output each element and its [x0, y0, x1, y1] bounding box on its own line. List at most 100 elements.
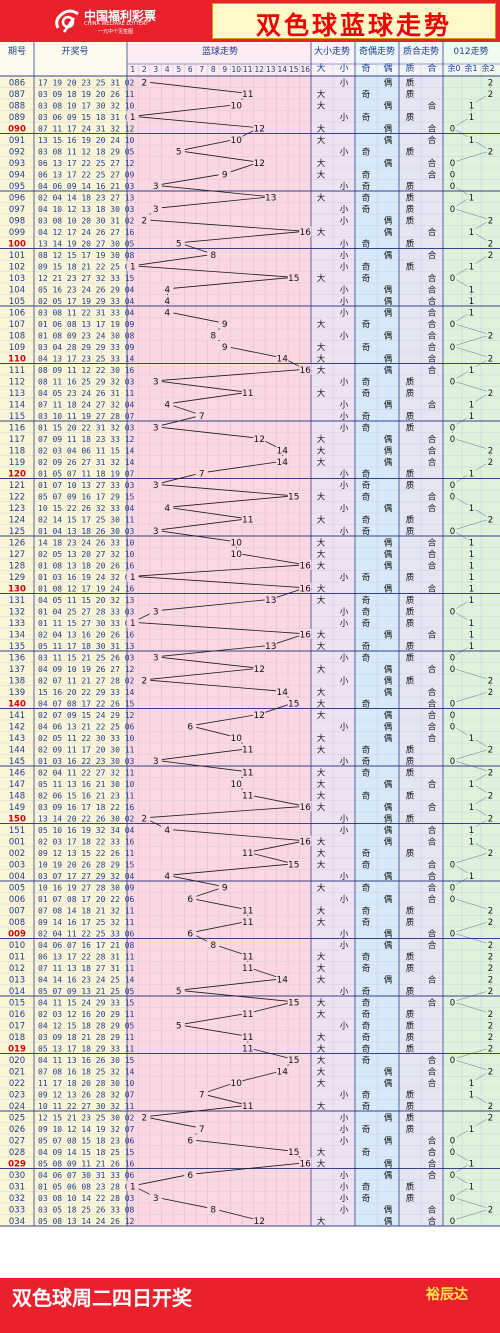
- mod3-cell: 1: [469, 1159, 474, 1169]
- oddeven-cell: 奇: [362, 1124, 371, 1135]
- logo-slogan: 一元中个见签图: [98, 29, 134, 35]
- bigsmall-cell: 大: [317, 1101, 326, 1112]
- blue-ball-marker: 12: [254, 124, 265, 134]
- col-header-draw: 开奖号: [61, 45, 88, 57]
- oddeven-cell: 偶: [384, 813, 393, 824]
- mod3-marker-bg: [486, 1100, 495, 1111]
- primecomp-cell: 质: [406, 388, 415, 399]
- table-row: 011 06 13 17 22 28 31 11 11 大 奇 质 2: [9, 950, 495, 962]
- primecomp-cell: 质: [406, 848, 415, 859]
- bigsmall-cell: 小: [340, 1124, 349, 1135]
- mod3-cell: 2: [488, 251, 493, 261]
- mod3-marker-bg: [448, 1215, 457, 1226]
- oddeven-cell: 偶: [384, 445, 393, 456]
- period-cell: 126: [9, 538, 25, 548]
- blue-ball-marker-bg: [264, 640, 277, 651]
- mod3-cell: 0: [450, 1136, 455, 1146]
- blue-ball-marker-bg: [253, 122, 266, 133]
- logo-chinese-text: 中国福利彩票: [84, 9, 157, 23]
- primecomp-cell: 合: [428, 445, 437, 456]
- period-cell: 134: [9, 630, 25, 640]
- draw-numbers-cell: 04 10 12 13 18 30 03: [38, 205, 135, 214]
- primecomp-cell: 合: [428, 169, 437, 180]
- oddeven-cell: 偶: [384, 802, 393, 813]
- mod3-cell: 1: [469, 734, 474, 744]
- draw-numbers-cell: 03 09 16 17 18 22 16: [38, 803, 135, 812]
- bigsmall-cell: 大: [317, 491, 326, 502]
- primecomp-cell: 质: [406, 572, 415, 583]
- blue-ball-marker-bg: [253, 663, 266, 674]
- blue-ball-marker: 3: [153, 1194, 159, 1204]
- period-cell: 130: [8, 584, 26, 594]
- primecomp-cell: 合: [428, 1055, 437, 1066]
- col-header-period: 期号: [8, 46, 26, 57]
- oddeven-cell: 偶: [384, 1066, 393, 1077]
- period-cell: 132: [9, 607, 25, 617]
- oddeven-cell: 奇: [362, 261, 371, 272]
- period-cell: 140: [8, 699, 26, 709]
- bigsmall-cell: 大: [317, 687, 326, 698]
- bigsmall-cell: 大: [317, 353, 326, 364]
- bigsmall-cell: 小: [340, 146, 349, 157]
- table-row: 135 05 11 17 18 30 31 13 13 大 奇 质 1: [9, 640, 476, 652]
- blue-ball-marker: 8: [210, 941, 216, 951]
- blue-ball-marker-bg: [207, 249, 220, 260]
- table-row: 136 03 11 15 21 25 26 03 3 小 奇 质 0: [9, 651, 457, 663]
- bigsmall-cell: 小: [340, 1112, 349, 1123]
- draw-numbers-cell: 06 13 17 22 25 27 09: [38, 170, 135, 179]
- primecomp-cell: 合: [428, 100, 437, 111]
- blue-ball-marker-bg: [276, 456, 289, 467]
- mod3-marker-bg: [467, 870, 476, 881]
- oddeven-cell: 偶: [384, 123, 393, 134]
- blue-ball-marker-bg: [230, 778, 243, 789]
- bigsmall-cell: 小: [340, 411, 349, 422]
- period-cell: 138: [9, 676, 25, 686]
- primecomp-cell: 质: [406, 261, 415, 272]
- blue-ball-marker-bg: [287, 858, 300, 869]
- period-cell: 146: [9, 768, 25, 778]
- bigsmall-cell: 大: [317, 273, 326, 284]
- blue-ball-marker: 4: [164, 285, 170, 295]
- blue-ball-marker: 3: [153, 527, 159, 537]
- table-row: 133 01 11 15 27 30 33 011 小奇质 1: [9, 617, 476, 629]
- blue-ball-marker: 2: [141, 216, 147, 226]
- table-row: 023 09 12 13 26 28 32 07 7 小 奇 质 1: [9, 1088, 476, 1100]
- blue-ball-marker: 2: [141, 814, 147, 824]
- bigsmall-cell: 小: [340, 284, 349, 295]
- blue-ball-marker-bg: [264, 191, 277, 202]
- primecomp-cell: 质: [406, 181, 415, 192]
- oddeven-cell: 偶: [384, 733, 393, 744]
- bigsmall-cell: 大: [317, 549, 326, 560]
- primecomp-cell: 质: [406, 1124, 415, 1135]
- blue-ball-marker: 12: [254, 711, 265, 721]
- blue-ball-marker: 12: [254, 1217, 265, 1227]
- blue-ball-marker: 11: [242, 918, 253, 928]
- blue-ball-marker-bg: [230, 536, 243, 547]
- table-row: 096 02 04 14 18 23 27 13 13 大 奇 质 1: [9, 191, 476, 203]
- blue-ball-marker: 5: [176, 1021, 182, 1031]
- blue-ball-marker-bg: [161, 398, 174, 409]
- draw-numbers-cell: 05 13 17 18 29 33 11: [38, 1044, 135, 1053]
- primecomp-cell: 合: [428, 710, 437, 721]
- bigsmall-cell: 小: [340, 250, 349, 261]
- mod3-marker-bg: [448, 858, 457, 869]
- blue-ball-marker: 3: [153, 205, 159, 215]
- oddeven-cell: 偶: [384, 307, 393, 318]
- mod3-cell: 1: [469, 1090, 474, 1100]
- table-row: 117 07 09 11 18 23 33 12 12 大 偶 合 0: [9, 433, 457, 445]
- bigsmall-cell: 大: [317, 89, 326, 100]
- blue-ball-marker-bg: [126, 111, 139, 122]
- oddeven-cell: 奇: [362, 744, 371, 755]
- primecomp-cell: 合: [428, 825, 437, 836]
- bigsmall-cell: 大: [317, 698, 326, 709]
- mod3-cell: 1: [469, 297, 474, 307]
- table-row: 109 03 04 28 29 29 33 09 9 大 奇 合 0: [9, 341, 457, 353]
- title-box: 双色球蓝球走势: [212, 3, 496, 40]
- primecomp-cell: 质: [406, 422, 415, 433]
- period-cell: 027: [9, 1136, 25, 1146]
- blue-ball-marker: 8: [210, 331, 216, 341]
- blue-ball-marker: 11: [242, 768, 253, 778]
- primecomp-cell: 合: [428, 457, 437, 468]
- primecomp-cell: 质: [406, 1043, 415, 1054]
- primecomp-cell: 合: [428, 123, 437, 134]
